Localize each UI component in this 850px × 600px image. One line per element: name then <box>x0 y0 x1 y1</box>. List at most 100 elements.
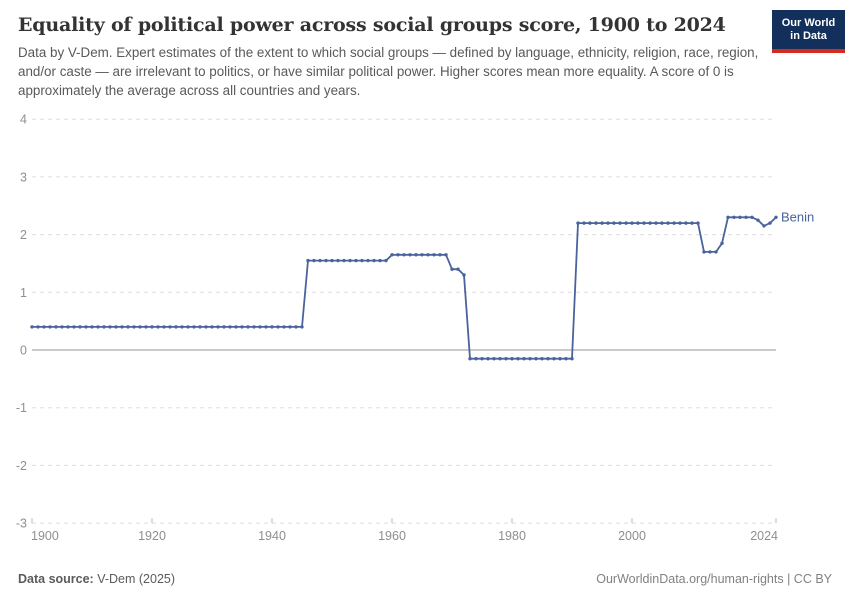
data-point[interactable] <box>612 221 616 225</box>
data-point[interactable] <box>762 224 766 228</box>
data-point[interactable] <box>72 325 76 329</box>
data-point[interactable] <box>174 325 178 329</box>
data-point[interactable] <box>144 325 148 329</box>
data-point[interactable] <box>396 253 400 257</box>
data-point[interactable] <box>48 325 52 329</box>
data-point[interactable] <box>276 325 280 329</box>
data-point[interactable] <box>732 215 736 220</box>
data-point[interactable] <box>438 253 442 257</box>
data-point[interactable] <box>474 357 478 361</box>
data-point[interactable] <box>696 221 700 225</box>
data-point[interactable] <box>264 325 268 329</box>
data-point[interactable] <box>126 325 130 329</box>
data-point[interactable] <box>582 221 586 225</box>
data-point[interactable] <box>540 357 544 361</box>
data-point[interactable] <box>648 221 652 225</box>
data-point[interactable] <box>222 325 226 329</box>
data-point[interactable] <box>378 258 382 263</box>
data-point[interactable] <box>636 221 640 225</box>
data-point[interactable] <box>720 241 724 246</box>
data-point[interactable] <box>642 221 646 225</box>
data-point[interactable] <box>96 325 100 329</box>
data-point[interactable] <box>528 357 532 361</box>
data-point[interactable] <box>390 253 394 257</box>
data-point[interactable] <box>156 325 160 329</box>
series-label-benin[interactable]: Benin <box>781 209 814 224</box>
data-point[interactable] <box>600 221 604 225</box>
data-point[interactable] <box>216 325 220 329</box>
data-point[interactable] <box>90 325 94 329</box>
data-point[interactable] <box>426 253 430 257</box>
data-point[interactable] <box>666 221 670 225</box>
data-point[interactable] <box>180 325 184 329</box>
data-point[interactable] <box>486 357 490 361</box>
data-point[interactable] <box>624 221 628 225</box>
data-point[interactable] <box>192 325 196 329</box>
data-point[interactable] <box>420 253 424 257</box>
series-line[interactable] <box>32 216 777 360</box>
data-point[interactable] <box>54 325 58 329</box>
data-point[interactable] <box>456 267 460 271</box>
data-point[interactable] <box>702 250 706 254</box>
data-point[interactable] <box>384 258 388 263</box>
data-point[interactable] <box>408 253 412 257</box>
data-point[interactable] <box>300 325 304 329</box>
data-point[interactable] <box>492 357 496 361</box>
data-point[interactable] <box>108 325 112 329</box>
data-point[interactable] <box>462 273 466 277</box>
data-point[interactable] <box>774 215 778 220</box>
data-point[interactable] <box>534 357 538 361</box>
data-point[interactable] <box>558 357 562 361</box>
data-point[interactable] <box>114 325 118 329</box>
data-point[interactable] <box>402 253 406 257</box>
data-point[interactable] <box>630 221 634 225</box>
data-point[interactable] <box>672 221 676 225</box>
data-point[interactable] <box>360 258 364 263</box>
data-point[interactable] <box>510 357 514 361</box>
data-point[interactable] <box>282 325 286 329</box>
data-point[interactable] <box>546 357 550 361</box>
data-point[interactable] <box>330 258 334 263</box>
data-point[interactable] <box>444 253 448 257</box>
data-point[interactable] <box>30 325 34 329</box>
data-point[interactable] <box>210 325 214 329</box>
data-point[interactable] <box>588 221 592 225</box>
data-point[interactable] <box>552 357 556 361</box>
data-point[interactable] <box>576 221 580 225</box>
data-point[interactable] <box>270 325 274 329</box>
data-point[interactable] <box>468 357 472 361</box>
data-point[interactable] <box>78 325 82 329</box>
data-point[interactable] <box>516 357 520 361</box>
data-point[interactable] <box>654 221 658 225</box>
data-point[interactable] <box>240 325 244 329</box>
data-point[interactable] <box>768 221 772 225</box>
line-chart[interactable]: 4 3 2 1 0 -1 -2 -3 1900 1920 1940 1960 1980 2000 2024 B… <box>0 106 850 558</box>
data-point[interactable] <box>414 253 418 257</box>
data-point[interactable] <box>714 250 718 254</box>
data-point[interactable] <box>36 325 40 329</box>
data-point[interactable] <box>324 258 328 263</box>
data-point[interactable] <box>252 325 256 329</box>
data-point[interactable] <box>522 357 526 361</box>
data-point[interactable] <box>132 325 136 329</box>
data-point[interactable] <box>288 325 292 329</box>
data-point[interactable] <box>432 253 436 257</box>
data-point[interactable] <box>570 357 574 361</box>
data-point[interactable] <box>84 325 88 329</box>
data-point[interactable] <box>564 357 568 361</box>
data-point[interactable] <box>162 325 166 329</box>
data-point[interactable] <box>120 325 124 329</box>
data-point[interactable] <box>348 258 352 263</box>
data-point[interactable] <box>618 221 622 225</box>
data-point[interactable] <box>138 325 142 329</box>
data-point[interactable] <box>204 325 208 329</box>
data-point[interactable] <box>756 218 760 222</box>
data-point[interactable] <box>294 325 298 329</box>
data-point[interactable] <box>450 267 454 271</box>
data-point[interactable] <box>42 325 46 329</box>
data-point[interactable] <box>312 258 316 263</box>
data-point[interactable] <box>372 258 376 263</box>
data-point[interactable] <box>744 215 748 220</box>
data-point[interactable] <box>660 221 664 225</box>
data-point[interactable] <box>318 258 322 263</box>
